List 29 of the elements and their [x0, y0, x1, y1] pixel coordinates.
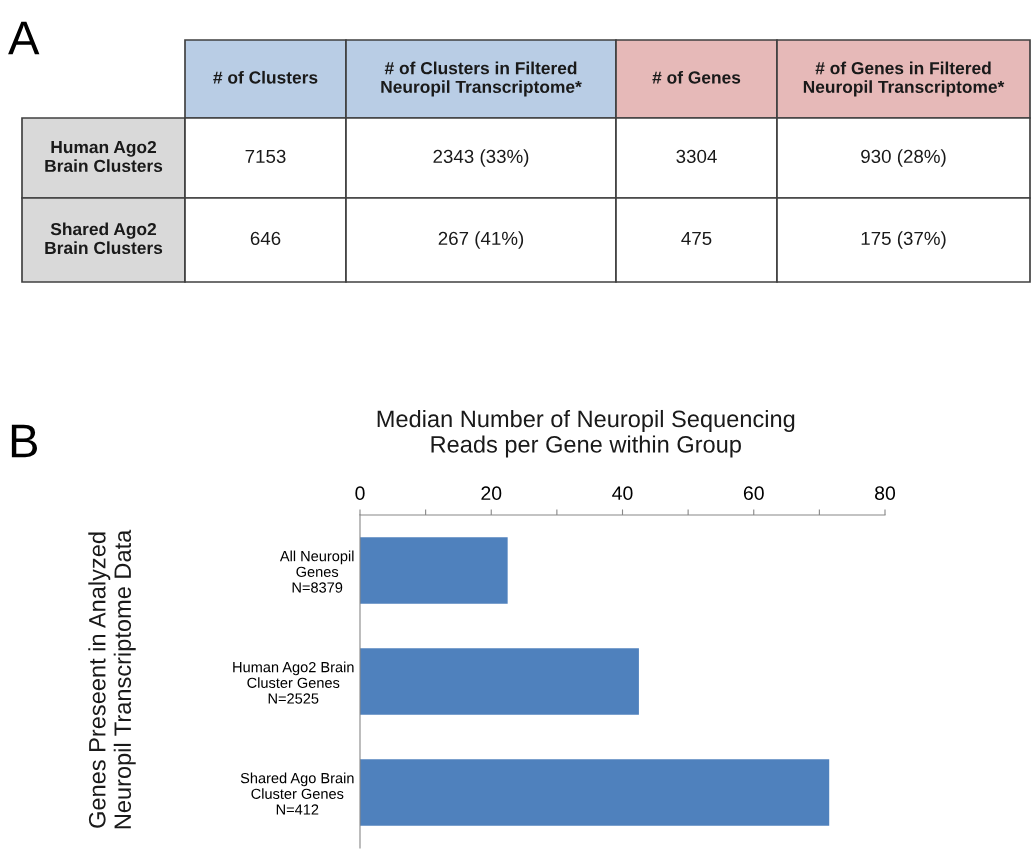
- bar: [360, 537, 508, 604]
- bar: [360, 648, 639, 715]
- y-tick-label: All Neuropil Genes N=8379: [279, 550, 354, 593]
- x-tick-label: 20: [481, 486, 502, 501]
- text: A: [8, 21, 40, 55]
- y-axis-title: Genes Preseent in Analyzed Neuropil Transcriptome Data: [88, 529, 136, 829]
- text: 930 (28%): [861, 149, 946, 167]
- x-tick-label: 60: [743, 486, 764, 501]
- text: 7153: [245, 149, 286, 164]
- chart-title: Median Number of Neuropil Sequencing Reads per Gene within Group: [377, 409, 795, 458]
- category-label: # of Clusters in Filtered Neuropil Transcriptome*: [381, 61, 582, 97]
- category-label: # of Genes: [652, 70, 741, 84]
- text: 175 (37%): [861, 231, 946, 249]
- category-label: # of Clusters: [213, 70, 318, 84]
- y-tick-label: Shared Ago Brain Cluster Genes N=412: [240, 772, 354, 815]
- text: 2343 (33%): [433, 149, 529, 167]
- category-label: Human Ago2 Brain Clusters: [45, 140, 163, 173]
- category-label: # of Genes in Filtered Neuropil Transcriptome*: [803, 61, 1005, 97]
- y-tick-label: Human Ago2 Brain Cluster Genes N=2525: [233, 661, 354, 704]
- text: 475: [681, 231, 712, 246]
- text: 3304: [676, 149, 717, 164]
- category-label: Shared Ago2 Brain Clusters: [45, 222, 163, 255]
- text: 267 (41%): [438, 231, 524, 249]
- text: 646: [250, 231, 281, 246]
- x-tick-label: 80: [875, 486, 896, 501]
- bar: [360, 759, 830, 826]
- x-tick-label: 0: [355, 486, 365, 501]
- text: B: [11, 424, 37, 458]
- x-tick-label: 40: [612, 486, 633, 501]
